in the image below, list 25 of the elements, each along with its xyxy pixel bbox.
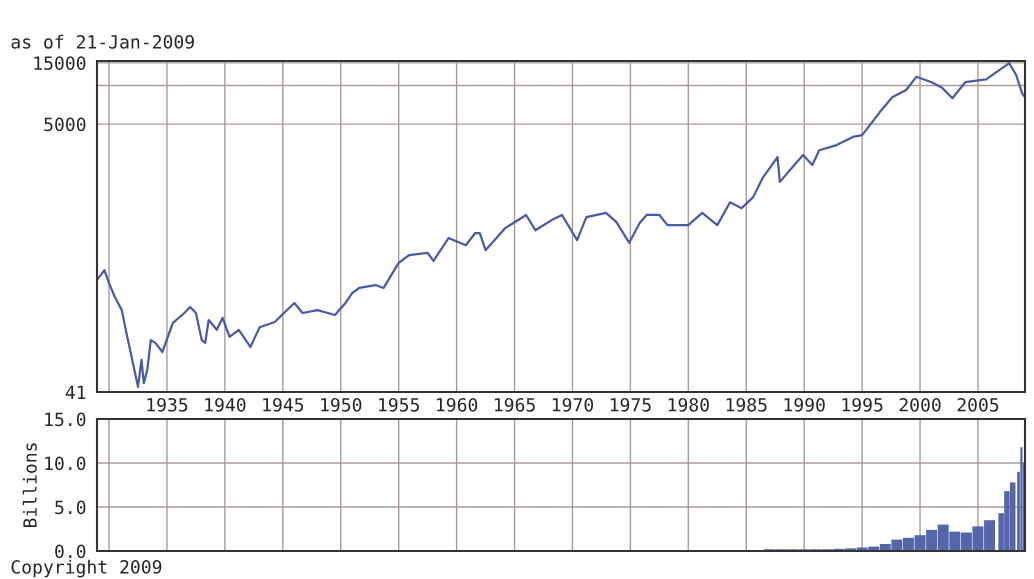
x-tick-label: 1955 <box>379 397 419 412</box>
chart-subtitle: as of 21-Jan-2009 <box>11 34 194 49</box>
x-tick-label: 1980 <box>668 397 709 412</box>
x-tick-label: 1995 <box>842 397 883 412</box>
x-tick-label: 1990 <box>784 397 825 412</box>
x-tick-label: 1970 <box>552 397 594 412</box>
y-tick-label: 10.0 <box>45 456 86 471</box>
x-tick-label: 1965 <box>494 397 535 412</box>
text: Copyright 2009 <box>11 559 162 578</box>
x-tick-label: 1935 <box>147 397 188 412</box>
x-tick-label: 1975 <box>610 397 651 412</box>
y-tick-label: 0.0 <box>55 544 86 559</box>
y-tick-label: 41 <box>65 385 86 399</box>
x-tick-label: 1985 <box>726 397 767 412</box>
x-tick-label: 1945 <box>263 397 304 412</box>
y-tick-label: 15.0 <box>45 412 86 427</box>
x-tick-label: 1940 <box>205 397 246 412</box>
y-tick-label: 5000 <box>44 117 86 132</box>
y-tick-label: 15000 <box>34 56 86 70</box>
x-tick-label: 1950 <box>321 397 362 412</box>
y-axis-title: Billions <box>22 443 37 528</box>
x-tick-label: 2005 <box>957 397 999 412</box>
y-tick-label: 5.0 <box>55 500 86 515</box>
x-tick-label: 1960 <box>437 397 478 412</box>
x-tick-label: 2000 <box>899 397 941 412</box>
